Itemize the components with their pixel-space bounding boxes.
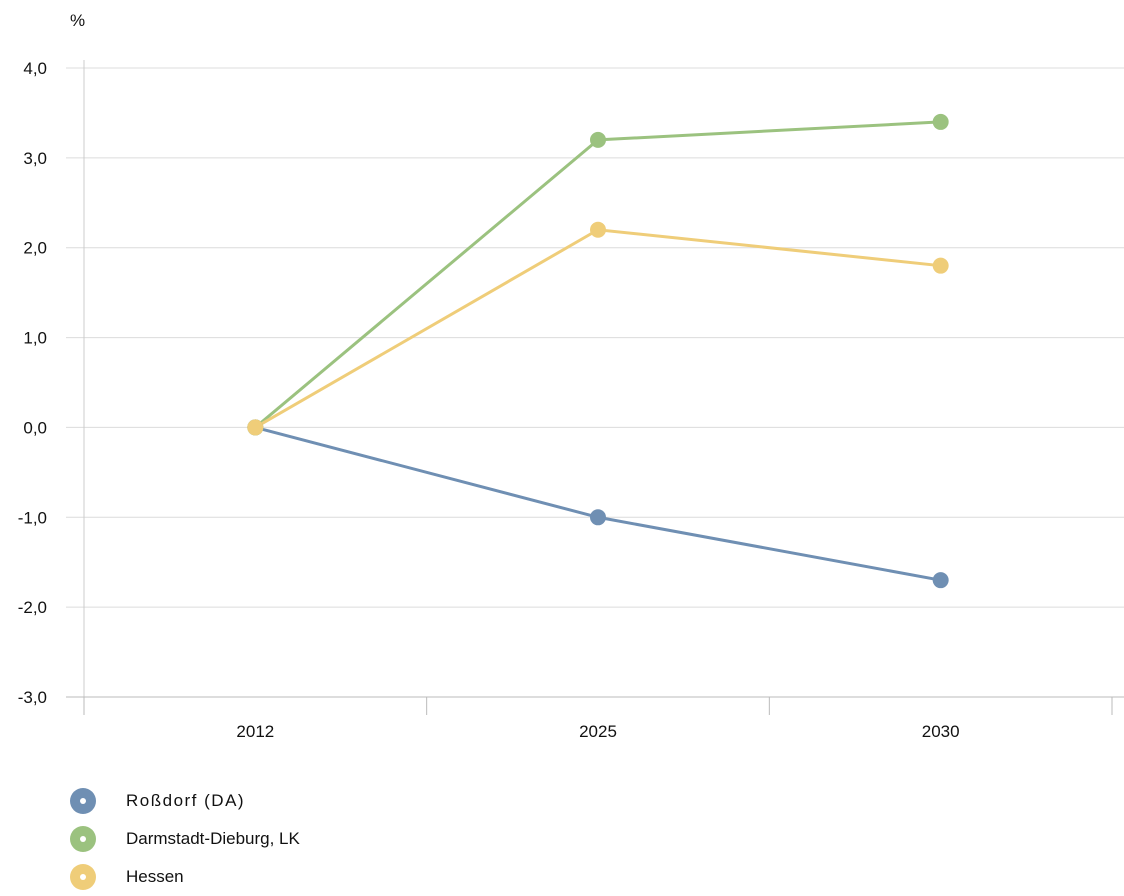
legend-marker-icon [70, 864, 96, 890]
data-point [932, 113, 949, 130]
series-line [254, 228, 941, 429]
legend-label: Roßdorf (DA) [126, 791, 246, 810]
data-point [247, 419, 264, 436]
y-axis-unit-label: % [70, 11, 85, 30]
y-tick-label: 1,0 [23, 329, 47, 348]
legend: Roßdorf (DA) Darmstadt-Dieburg, LK Hesse… [70, 782, 300, 896]
tick-labels: 4,0 3,0 2,0 1,0 0,0 -1,0 -2,0 -3,0% 2012 2025 2030 [18, 11, 960, 741]
series-line [254, 120, 941, 429]
legend-item-rossdorf[interactable]: Roßdorf (DA) [70, 782, 300, 820]
legend-item-hessen[interactable]: Hessen [70, 858, 300, 896]
y-tick-label: 0,0 [23, 418, 47, 437]
x-tick-label: 2012 [236, 722, 274, 741]
data-point [590, 131, 606, 148]
data-point [590, 221, 606, 238]
data-point [932, 257, 949, 274]
y-tick-label: -1,0 [18, 508, 47, 527]
legend-marker-icon [70, 788, 96, 814]
legend-item-darmstadt-dieburg[interactable]: Darmstadt-Dieburg, LK [70, 820, 300, 858]
series-line [254, 425, 941, 582]
series-lines [247, 113, 949, 589]
x-tick-label: 2025 [579, 722, 617, 741]
y-tick-label: 2,0 [23, 239, 47, 258]
y-tick-label: 3,0 [23, 149, 47, 168]
y-tick-label: 4,0 [23, 59, 47, 78]
data-point [932, 572, 949, 589]
y-tick-label: -2,0 [18, 598, 47, 617]
data-point [590, 509, 606, 526]
y-tick-label: -3,0 [18, 688, 47, 707]
legend-marker-icon [70, 826, 96, 852]
axes [66, 60, 1124, 715]
legend-label: Hessen [126, 867, 184, 886]
grid-lines [66, 67, 1124, 698]
legend-label: Darmstadt-Dieburg, LK [126, 829, 300, 848]
x-tick-label: 2030 [922, 722, 960, 741]
